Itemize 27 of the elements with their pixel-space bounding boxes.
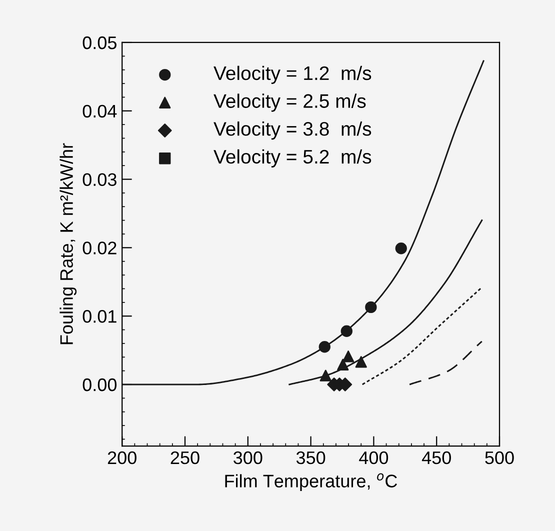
point — [318, 341, 330, 353]
y-tick-label: 0.04 — [82, 104, 117, 118]
y-axis-title: Fouling Rate, K m²/kW/hr — [60, 143, 77, 344]
x-tick-label: 200 — [108, 451, 136, 464]
x-tick-label: 500 — [485, 451, 514, 464]
legend-label: Velocity = 2.5 m/s — [214, 94, 366, 112]
legend-label: Velocity = 1.2 m/s — [214, 66, 372, 84]
x-tick-label: 300 — [234, 451, 262, 464]
legend-label: Velocity = 5.2 m/s — [214, 149, 372, 168]
legend-label: Velocity = 3.8 m/s — [214, 122, 372, 140]
point — [395, 242, 407, 254]
point — [342, 350, 354, 362]
x-axis-title: Film Temperature, $^{o}$C — [225, 473, 398, 492]
x-tick-label: 400 — [359, 451, 388, 464]
y-tick-label: 0.01 — [82, 310, 116, 323]
x-tick-label: 450 — [422, 451, 451, 464]
y-tick-label: 0.03 — [82, 173, 116, 186]
point — [337, 358, 349, 370]
point — [355, 356, 367, 368]
x-tick-label: 350 — [296, 451, 326, 464]
x-tick-label: 250 — [170, 451, 200, 464]
y-tick-label: 0.00 — [82, 378, 117, 392]
y-tick-label: 0.05 — [82, 36, 116, 50]
point — [320, 370, 332, 382]
point — [340, 325, 352, 337]
y-tick-label: 0.02 — [82, 242, 116, 254]
point — [365, 301, 377, 314]
